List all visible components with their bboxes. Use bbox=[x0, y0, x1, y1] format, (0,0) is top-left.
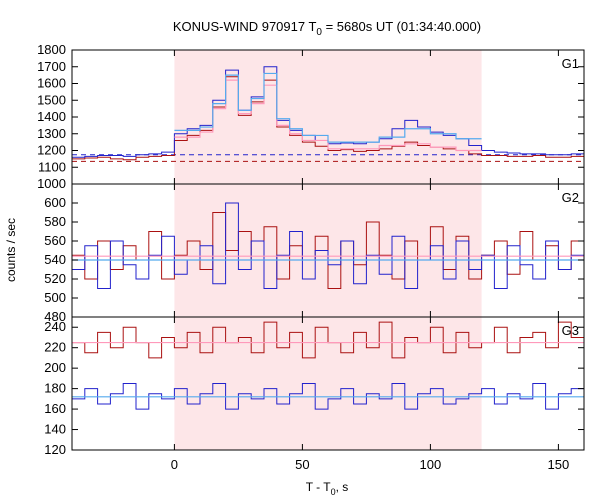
x-axis-label: T - T0, s bbox=[306, 480, 349, 497]
series-blue-line bbox=[72, 383, 584, 410]
chart-title: KONUS-WIND 970917 T0 = 5680s UT (01:34:4… bbox=[173, 19, 481, 38]
panel-g2: 480 500 520 540 560 580 600 G2 bbox=[44, 183, 585, 324]
series-red-line bbox=[72, 76, 584, 161]
y-tick-label: 580 bbox=[44, 214, 66, 229]
series-red-line bbox=[72, 321, 584, 359]
y-tick-label: 600 bbox=[44, 195, 66, 210]
panel-label: G3 bbox=[562, 323, 579, 338]
y-tick-label: 1600 bbox=[37, 76, 66, 91]
y-tick-label: 1400 bbox=[37, 109, 66, 124]
x-axis-label-prefix: T - T bbox=[306, 480, 332, 494]
panel-label: G2 bbox=[562, 190, 579, 205]
y-tick-label: 160 bbox=[44, 401, 66, 416]
x-tick-label: 150 bbox=[548, 457, 570, 472]
y-tick-label: 540 bbox=[44, 252, 66, 267]
y-tick-label: 1000 bbox=[37, 176, 66, 191]
y-tick-label: 520 bbox=[44, 271, 66, 286]
panel-frame bbox=[71, 316, 585, 451]
y-axis-label: counts / sec bbox=[4, 218, 18, 282]
y-tick-label: 180 bbox=[44, 381, 66, 396]
y-tick-label: 200 bbox=[44, 360, 66, 375]
y-tick-label: 120 bbox=[44, 442, 66, 457]
x-axis-label-subscript: 0 bbox=[331, 487, 336, 497]
chart-title-prefix: KONUS-WIND 970917 T bbox=[173, 19, 317, 34]
y-tick-label: 220 bbox=[44, 340, 66, 355]
panel-g3: 120 140 160 180 200 220 240 G3 bbox=[44, 316, 585, 457]
y-tick-label: 560 bbox=[44, 233, 66, 248]
y-tick-label: 500 bbox=[44, 290, 66, 305]
y-tick-label: 1800 bbox=[37, 42, 66, 57]
series-blue-line bbox=[72, 202, 584, 289]
y-tick-label: 1700 bbox=[37, 59, 66, 74]
y-tick-label: 1500 bbox=[37, 92, 66, 107]
panel-label: G1 bbox=[562, 56, 579, 71]
y-tick-label: 1200 bbox=[37, 143, 66, 158]
x-tick-label: 50 bbox=[295, 457, 309, 472]
highlight-interval bbox=[174, 50, 482, 184]
y-tick-label: 1300 bbox=[37, 126, 66, 141]
x-tick-label: 0 bbox=[171, 457, 178, 472]
y-tick-label: 480 bbox=[44, 309, 66, 324]
chart-title-suffix: = 5680s UT (01:34:40.000) bbox=[322, 19, 481, 34]
x-tick-label: 100 bbox=[420, 457, 442, 472]
chart-title-subscript: 0 bbox=[316, 27, 322, 38]
series-fit_blue-line bbox=[174, 72, 482, 143]
plot-area: 100011001200130014001500160017001800G148… bbox=[37, 42, 585, 472]
y-tick-label: 240 bbox=[44, 319, 66, 334]
y-tick-label: 1100 bbox=[38, 159, 66, 174]
y-tick-label: 140 bbox=[44, 422, 66, 437]
x-axis-label-suffix: , s bbox=[336, 480, 349, 494]
